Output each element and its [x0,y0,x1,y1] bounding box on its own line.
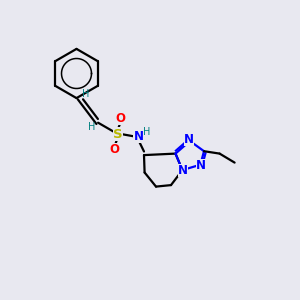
Text: S: S [113,128,122,141]
Text: H: H [82,89,90,99]
Text: H: H [88,122,95,132]
Text: O: O [110,143,120,156]
Text: N: N [178,164,188,177]
Text: N: N [134,130,144,143]
Text: O: O [116,112,126,125]
Text: N: N [196,159,206,172]
Text: H: H [143,127,150,137]
Text: N: N [184,133,194,146]
